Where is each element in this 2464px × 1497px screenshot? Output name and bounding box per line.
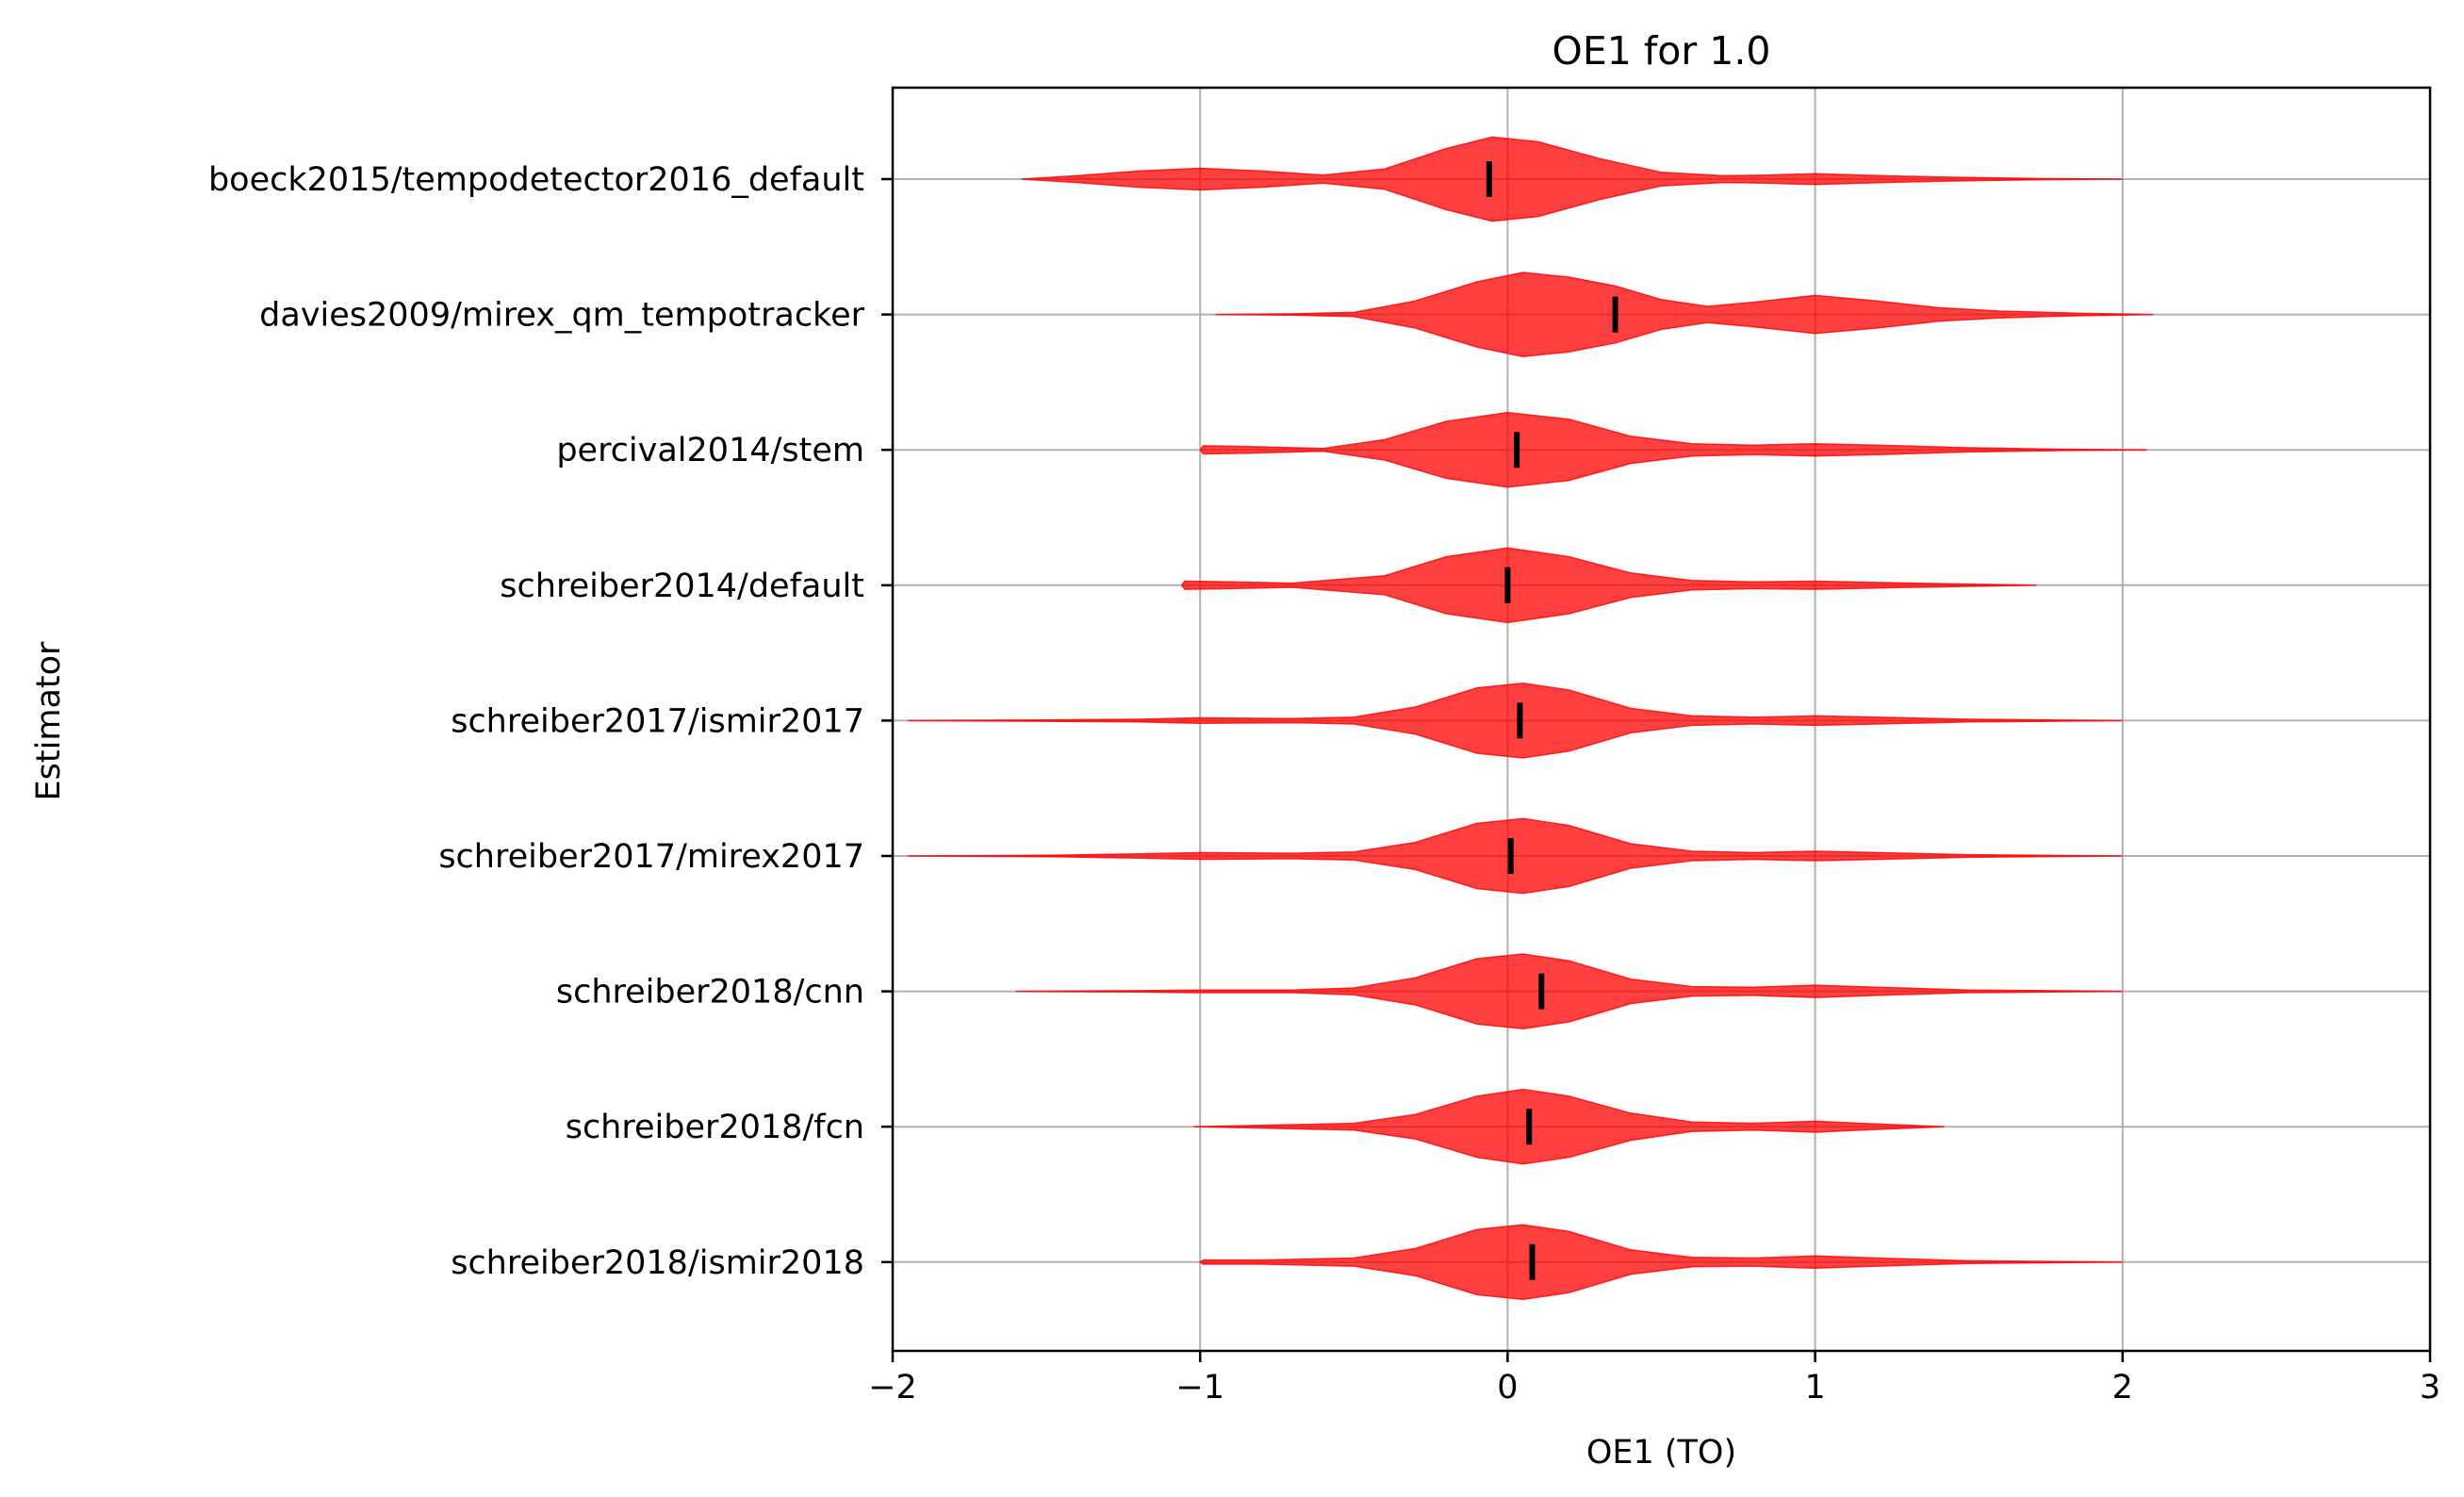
y-tick-label: schreiber2018/ismir2018 [451, 1244, 864, 1282]
y-axis: boeck2015/tempodetector2016_defaultdavie… [208, 161, 893, 1282]
y-tick-label: schreiber2017/mirex2017 [438, 838, 864, 876]
y-tick-label: schreiber2018/cnn [556, 974, 864, 1012]
chart-title: OE1 for 1.0 [1552, 28, 1771, 74]
violin-body [1021, 136, 2123, 222]
y-tick-label: schreiber2018/fcn [566, 1109, 864, 1146]
x-tick-label: 3 [2420, 1369, 2440, 1407]
violin-body [908, 817, 2123, 895]
y-tick-label: percival2014/stem [556, 432, 864, 469]
violin-body [1215, 271, 2154, 357]
y-axis-label: Estimator [30, 641, 68, 800]
violin-body [1193, 1088, 1945, 1165]
violin-body [1198, 1224, 2123, 1301]
x-tick-label: 2 [2112, 1369, 2133, 1407]
x-axis: −2 −1 0 1 2 3 [868, 1351, 2440, 1407]
y-tick-label: boeck2015/tempodetector2016_default [208, 161, 864, 199]
x-tick-label: −2 [868, 1369, 917, 1407]
violin-body [1015, 953, 2123, 1029]
y-tick-label: schreiber2017/ismir2017 [451, 702, 864, 740]
x-tick-label: 1 [1804, 1369, 1825, 1407]
x-tick-label: 0 [1497, 1369, 1518, 1407]
violin-series [908, 136, 2154, 1301]
plot-frame [891, 86, 2432, 1353]
violin-body [1199, 411, 2147, 488]
x-axis-label: OE1 (TO) [1586, 1434, 1736, 1472]
violin-body [908, 683, 2123, 759]
y-tick-label: davies2009/mirex_qm_tempotracker [259, 297, 864, 335]
y-tick-label: schreiber2014/default [500, 568, 864, 605]
violin-body [1180, 547, 2037, 624]
x-tick-label: −1 [1175, 1369, 1224, 1407]
